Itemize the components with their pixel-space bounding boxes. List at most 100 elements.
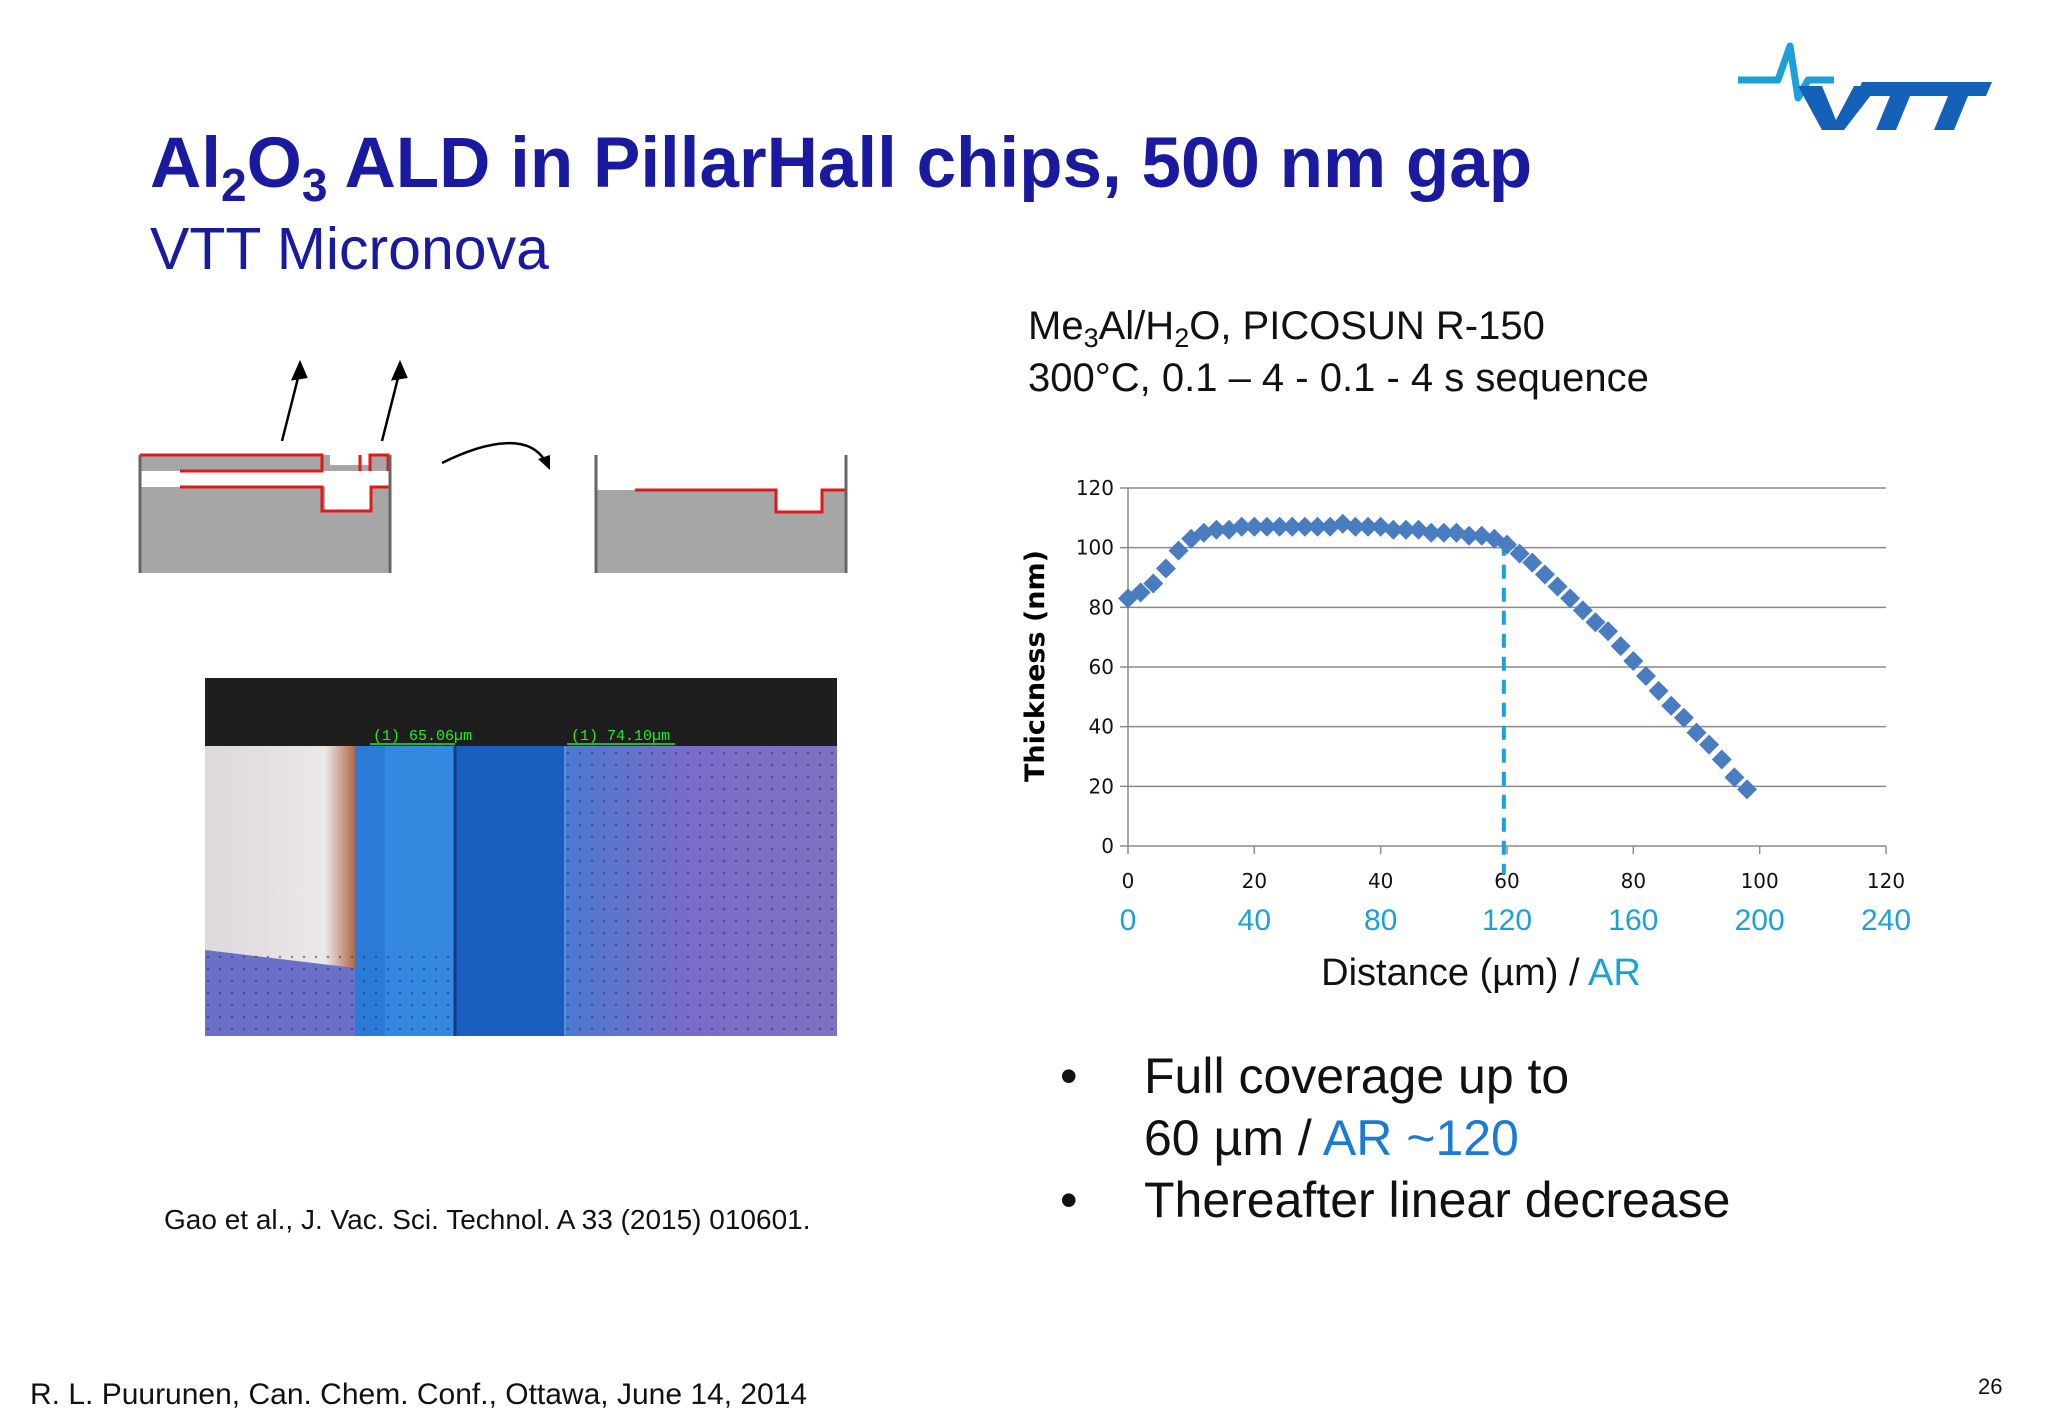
data-point [1358,516,1379,537]
transition-arrow-icon [441,442,550,470]
process-conditions: Me3Al/H2O, PICOSUN R-150 300°C, 0.1 – 4 … [1028,300,1649,404]
y-tick-label: 80 [1089,595,1114,619]
logo-wave-icon [1738,42,1834,102]
data-point [1383,519,1404,540]
ar-tick-label: 80 [1364,904,1397,937]
chip-before [138,453,392,573]
data-point [1724,767,1745,788]
chart-gridlines [1128,487,1886,788]
data-point [1231,516,1252,537]
data-point [1193,522,1214,543]
data-point [1560,588,1581,609]
data-point [1699,734,1720,755]
data-point [1395,519,1416,540]
slide-subtitle: VTT Micronova [150,216,549,282]
ar-tick-label: 160 [1608,904,1658,937]
x-tick-labels: 0 20 40 60 80 100 120 [1122,869,1905,893]
data-point [1282,516,1303,537]
x-axis-label-main: Distance (µm) / [1321,952,1588,994]
data-point [1572,600,1593,621]
data-point [1635,665,1656,686]
ar-tick-label: 40 [1238,904,1271,937]
x-tick-label: 100 [1741,869,1779,893]
data-point [1711,749,1732,770]
data-point [1534,564,1555,585]
data-point [1509,543,1530,564]
data-point [1484,528,1505,549]
microscope-photo: (1) 65.06µm (1) 74.10µm [205,678,837,1036]
data-point [1598,621,1619,642]
bullet-2-line-1: Thereafter linear decrease [1144,1172,1731,1228]
ar-tick-label: 200 [1735,904,1785,937]
data-point [1673,707,1694,728]
y-tick-label: 40 [1089,715,1114,739]
y-tick-labels: 0 20 40 60 80 100 120 [1076,476,1114,858]
data-point [1623,651,1644,672]
photo-measure-label-2: (1) 74.10µm [571,728,670,745]
data-point [1155,558,1176,579]
data-point [1585,612,1606,633]
y-tick-label: 120 [1076,476,1114,500]
x-axis-label: Distance (µm) / AR [1321,952,1641,994]
data-point [1459,525,1480,546]
data-point [1522,552,1543,573]
thickness-chart: 0 20 40 60 80 100 120 0 20 40 60 80 100 120 0 40 80 120… [1020,476,1911,994]
bullet-1-line-2: 60 µm / AR ~120 [1144,1110,1519,1166]
data-point [1256,516,1277,537]
x-tick-label: 80 [1621,869,1646,893]
data-point [1269,516,1290,537]
data-point [1345,516,1366,537]
conditions-line-1: Me3Al/H2O, PICOSUN R-150 [1028,304,1545,353]
x-tick-label: 60 [1494,869,1519,893]
chart-axes [1120,487,1887,854]
data-point [1294,516,1315,537]
data-point [1497,534,1517,555]
ar-tick-labels: 0 40 80 120 160 200 240 [1120,904,1911,937]
conditions-line-2: 300°C, 0.1 – 4 - 0.1 - 4 s sequence [1028,356,1649,400]
x-tick-label: 0 [1122,869,1135,893]
bullet-symbol: • [1060,1048,1078,1104]
data-point [1421,522,1442,543]
data-point [1661,695,1682,716]
lid-removal-arrows-icon [280,359,408,442]
data-point [1206,519,1227,540]
data-point [1648,680,1669,701]
key-findings: • Full coverage up to 60 µm / AR ~120 • … [1060,1045,1730,1231]
slide-title: Al2O3 ALD in PillarHall chips, 500 nm ga… [150,124,1533,211]
data-point [1307,516,1328,537]
bullet-item-1: • Full coverage up to 60 µm / AR ~120 [1060,1045,1730,1169]
x-tick-label: 20 [1242,869,1267,893]
ar-tick-label: 120 [1482,904,1532,937]
data-point [1143,573,1164,594]
data-point [1737,779,1758,800]
vtt-logo [1738,42,1992,130]
bullet-symbol: • [1060,1172,1078,1228]
y-tick-label: 100 [1076,536,1114,560]
y-axis-label: Thickness (nm) [1020,550,1051,782]
chip-schematic [138,359,848,573]
data-point [1433,522,1454,543]
data-point [1686,722,1707,743]
page-number: 26 [1978,1374,2003,1399]
x-tick-label: 40 [1368,869,1393,893]
data-point [1610,636,1631,657]
x-tick-label: 120 [1867,869,1905,893]
bullet-item-2: • Thereafter linear decrease [1060,1169,1730,1231]
y-tick-label: 20 [1089,774,1114,798]
chip-after [594,455,848,573]
data-point [1471,525,1492,546]
y-tick-label: 60 [1089,655,1114,679]
ar-tick-label: 0 [1120,904,1137,937]
photo-measure-label-1: (1) 65.06µm [373,728,472,745]
y-tick-label: 0 [1101,834,1114,858]
footer-citation: R. L. Puurunen, Can. Chem. Conf., Ottawa… [30,1378,808,1411]
data-point [1244,516,1265,537]
literature-reference: Gao et al., J. Vac. Sci. Technol. A 33 (… [164,1204,811,1235]
x-axis-label-ar: AR [1588,952,1641,994]
data-point [1118,588,1138,609]
data-point [1168,540,1189,561]
bullet-1-line-1: Full coverage up to [1144,1048,1570,1104]
data-point [1547,576,1568,597]
data-point [1130,582,1151,603]
data-points [1118,513,1758,800]
